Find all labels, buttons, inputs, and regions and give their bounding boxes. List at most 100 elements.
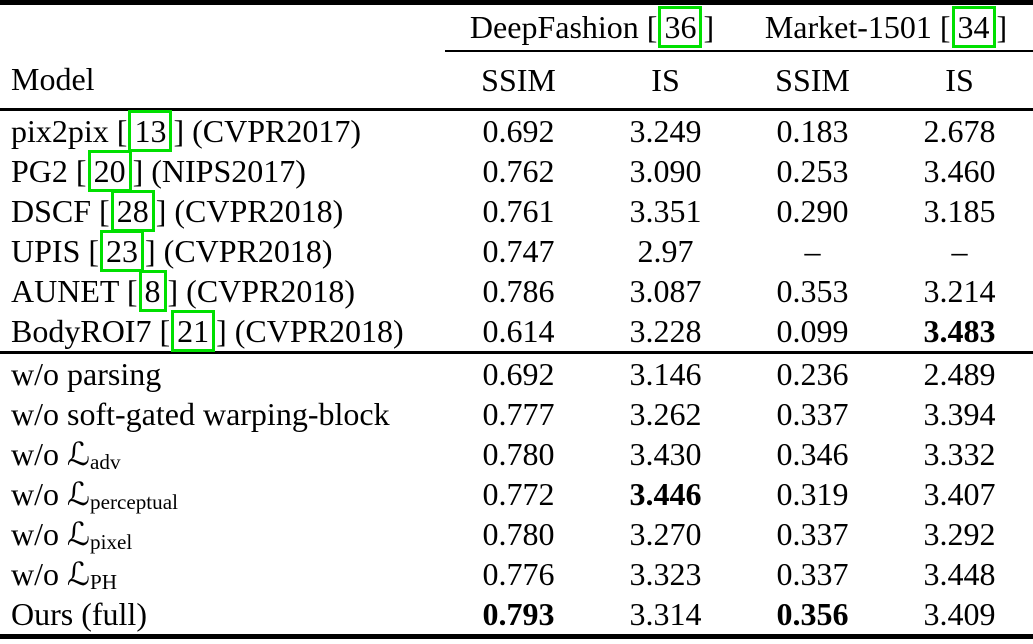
model-cell: w/o ℒadv	[0, 434, 445, 474]
value-cell: 3.228	[629, 312, 702, 349]
model-cell: Ours (full)	[11, 595, 147, 632]
value-cell: 3.090	[629, 152, 702, 189]
value-cell-best: 3.483	[923, 312, 996, 349]
value-cell: 0.614	[482, 312, 555, 349]
value-cell: 3.185	[923, 192, 996, 229]
value-cell: 0.772	[482, 475, 555, 512]
value-cell: 0.290	[776, 192, 849, 229]
table-row-wo-parsing: w/o parsing 0.692 3.146 0.236 2.489	[0, 351, 1033, 394]
citation-link-21[interactable]: 21	[171, 309, 216, 352]
table-row-ours-full: Ours (full) 0.793 3.314 0.356 3.409	[0, 594, 1033, 637]
value-cell: 0.183	[776, 112, 849, 149]
value-cell: 3.351	[629, 192, 702, 229]
value-cell: 0.253	[776, 152, 849, 189]
loss-subscript: pixel	[90, 529, 133, 554]
value-cell: –	[804, 232, 821, 269]
loss-subscript: PH	[90, 569, 118, 594]
model-text-pre: w/o	[11, 436, 67, 472]
model-text-post: ] (CVPR2018)	[216, 312, 404, 349]
model-text-pre: UPIS [	[11, 232, 100, 269]
table-row-pg2: PG2 [20] (NIPS2017) 0.762 3.090 0.253 3.…	[0, 149, 1033, 192]
model-text-post: ] (CVPR2018)	[167, 272, 356, 309]
value-cell: –	[951, 232, 968, 269]
model-cell: DSCF [28] (CVPR2018)	[0, 189, 445, 232]
loss-symbol: ℒ	[67, 475, 91, 513]
baseline-methods-section: pix2pix [13] (CVPR2017) 0.692 3.249 0.18…	[0, 109, 1033, 353]
table-row-pix2pix: pix2pix [13] (CVPR2017) 0.692 3.249 0.18…	[0, 109, 1033, 152]
model-text-pre: w/o	[11, 516, 67, 552]
value-cell: 3.314	[629, 595, 702, 632]
value-cell-best: 0.356	[776, 595, 849, 632]
col-header-is-market1501: IS	[886, 51, 1033, 111]
loss-subscript: adv	[90, 449, 121, 474]
value-cell: 3.249	[629, 112, 702, 149]
value-cell: 0.780	[482, 515, 555, 552]
value-cell: 3.270	[629, 515, 702, 552]
model-cell: w/o ℒpixel	[0, 514, 445, 554]
model-text-post: ] (CVPR2018)	[145, 232, 333, 269]
value-cell: 0.236	[739, 351, 887, 394]
citation-link-28[interactable]: 28	[110, 189, 155, 232]
table-row-dscf: DSCF [28] (CVPR2018) 0.761 3.351 0.290 3…	[0, 189, 1033, 232]
value-cell: 3.430	[629, 435, 702, 472]
value-cell: 3.146	[592, 351, 740, 394]
value-cell: 0.353	[776, 272, 849, 309]
citation-link-36[interactable]: 36	[658, 6, 703, 48]
value-cell: 0.776	[482, 555, 555, 592]
model-text-post: ] (CVPR2018)	[155, 192, 344, 229]
citation-link-20[interactable]: 20	[87, 149, 132, 192]
model-text-post: ] (CVPR2017)	[173, 112, 361, 149]
value-cell: 3.409	[923, 595, 996, 632]
loss-symbol: ℒ	[67, 515, 91, 553]
value-cell: 0.337	[776, 555, 849, 592]
model-text-post: ] (NIPS2017)	[132, 152, 306, 189]
model-cell: UPIS [23] (CVPR2018)	[0, 229, 445, 272]
model-text-pre: w/o	[11, 556, 67, 592]
model-cell: w/o soft-gated warping-block	[11, 395, 390, 432]
value-cell: 3.332	[923, 435, 996, 472]
value-cell: 0.337	[776, 395, 849, 432]
col-header-model: Model	[0, 51, 445, 111]
citation-link-34[interactable]: 34	[951, 6, 996, 48]
value-cell: 0.692	[482, 112, 555, 149]
col-header-ssim-deepfashion: SSIM	[445, 51, 592, 111]
citation-link-8[interactable]: 8	[138, 269, 167, 312]
dataset-group-header-row: DeepFashion [36] Market-1501 [34]	[0, 2, 1033, 52]
model-cell: w/o ℒPH	[0, 554, 445, 594]
value-cell: 0.346	[776, 435, 849, 472]
citation-link-23[interactable]: 23	[100, 229, 145, 272]
ablation-section: w/o parsing 0.692 3.146 0.236 2.489 w/o …	[0, 351, 1033, 637]
empty-corner-cell	[0, 3, 445, 52]
model-text-pre: pix2pix [	[11, 112, 128, 149]
col-header-ssim-market1501: SSIM	[739, 51, 887, 111]
table-row-wo-loss-ph: w/o ℒPH 0.776 3.323 0.337 3.448	[0, 554, 1033, 594]
table-row-upis: UPIS [23] (CVPR2018) 0.747 2.97 – –	[0, 229, 1033, 272]
metric-header-row: Model SSIM IS SSIM IS	[0, 51, 1033, 111]
value-cell: 3.448	[923, 555, 996, 592]
model-cell: w/o parsing	[0, 351, 445, 394]
table-row-wo-loss-pixel: w/o ℒpixel 0.780 3.270 0.337 3.292	[0, 514, 1033, 554]
model-cell: BodyROI7 [21] (CVPR2018)	[0, 309, 445, 353]
group-label-post: ]	[996, 9, 1008, 45]
value-cell: 0.761	[482, 192, 555, 229]
model-text-pre: AUNET [	[11, 272, 138, 309]
value-cell-best: 3.446	[629, 475, 702, 512]
loss-subscript: perceptual	[90, 489, 178, 514]
value-cell: 0.319	[776, 475, 849, 512]
citation-link-13[interactable]: 13	[128, 109, 173, 152]
value-cell: 2.97	[637, 232, 694, 269]
value-cell: 3.407	[923, 475, 996, 512]
col-header-is-deepfashion: IS	[592, 51, 740, 111]
loss-symbol: ℒ	[67, 555, 91, 593]
table-row-wo-loss-perceptual: w/o ℒperceptual 0.772 3.446 0.319 3.407	[0, 474, 1033, 514]
table-row-bodyroi7: BodyROI7 [21] (CVPR2018) 0.614 3.228 0.0…	[0, 309, 1033, 353]
value-cell: 0.337	[776, 515, 849, 552]
model-cell: PG2 [20] (NIPS2017)	[0, 149, 445, 192]
value-cell: 2.489	[886, 351, 1033, 394]
value-cell: 0.099	[776, 312, 849, 349]
model-text-pre: PG2 [	[11, 152, 87, 189]
value-cell: 3.087	[629, 272, 702, 309]
value-cell: 3.394	[923, 395, 996, 432]
value-cell: 3.460	[923, 152, 996, 189]
